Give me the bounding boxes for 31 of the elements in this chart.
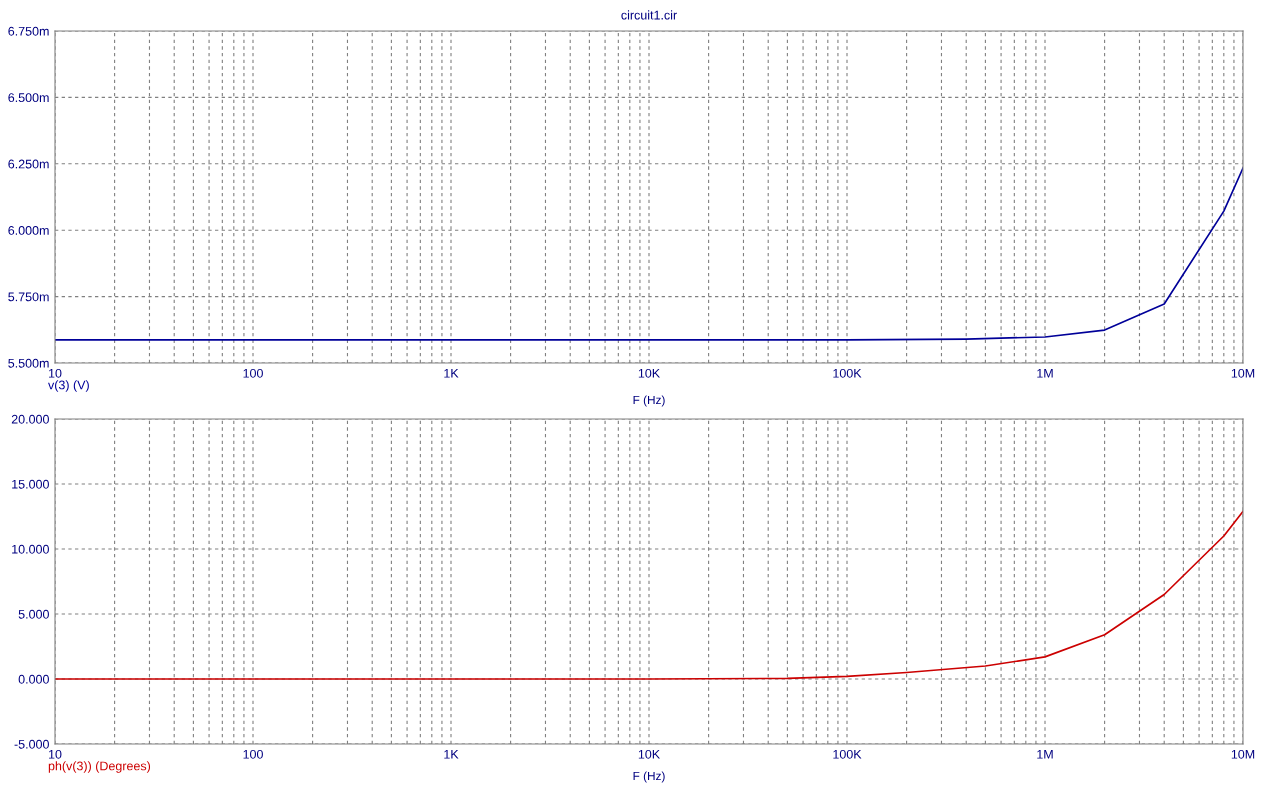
y-tick-label: 6.000m	[8, 226, 49, 235]
x-axis-title: F (Hz)	[633, 771, 665, 783]
text: v(3) (V)	[48, 380, 89, 392]
y-tick-label: 6.250m	[8, 159, 49, 169]
x-tick-label: 100	[243, 749, 263, 759]
x-tick-label: 1K	[444, 369, 459, 378]
x-tick-label: 100K	[833, 368, 862, 378]
y-tick-label: 0.000	[18, 674, 49, 684]
x-tick-label: 10K	[638, 749, 660, 759]
y-tick-label: 20.000	[11, 414, 49, 424]
x-tick-label: 10M	[1231, 368, 1255, 378]
y-tick-label: 5.000	[18, 609, 49, 619]
x-tick-label: 1K	[444, 750, 459, 759]
y-tick-label: 5.500m	[8, 358, 49, 368]
x-tick-label: 10K	[638, 368, 660, 378]
y-tick-label: 15.000	[12, 479, 49, 489]
y-tick-label: 5.750m	[8, 292, 49, 302]
y-tick-label: 6.500m	[8, 93, 49, 103]
y-tick-label: 10.000	[12, 544, 49, 554]
x-tick-label: 1M	[1037, 369, 1053, 378]
x-tick-label: 100K	[833, 749, 862, 759]
x-tick-label: 100	[243, 368, 263, 378]
y-tick-label: -5.000	[14, 739, 49, 749]
x-axis-title: F (Hz)	[633, 395, 665, 407]
text: ph(v(3)) (Degrees)	[48, 761, 151, 773]
x-tick-label: 10	[49, 368, 62, 378]
x-tick-label: 1M	[1037, 750, 1053, 759]
x-tick-label: 10	[49, 749, 62, 759]
x-tick-label: 10M	[1231, 749, 1255, 759]
y-tick-label: 6.750m	[8, 26, 49, 36]
chart-title: circuit1.cir	[621, 10, 677, 20]
